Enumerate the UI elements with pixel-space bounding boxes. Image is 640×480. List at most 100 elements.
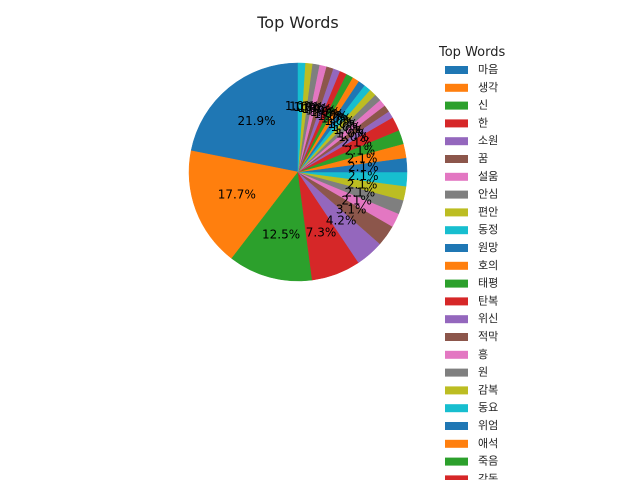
slice-percent-label: 1.0% (310, 105, 341, 119)
slice-percent-label: 1.0% (302, 102, 333, 116)
legend-label: 탄복 (478, 294, 498, 307)
slice-percent-label: 1.0% (289, 99, 320, 113)
legend-swatch (445, 333, 468, 341)
slice-percent-label: 2.1% (347, 177, 378, 191)
legend-item: 편안 (445, 205, 498, 218)
slice-percent-label: 3.1% (336, 203, 367, 217)
legend-label: 편안 (478, 205, 498, 218)
slice-percent-label: 2.1% (345, 143, 376, 157)
legend-swatch (445, 155, 468, 163)
legend-label: 소원 (478, 134, 498, 147)
legend-label: 동정 (478, 223, 498, 236)
legend-item: 동정 (445, 223, 498, 236)
legend-item: 위엄 (445, 419, 498, 432)
legend-swatch (445, 350, 468, 359)
legend-item: 설움 (445, 170, 498, 183)
legend-item: 소원 (445, 134, 498, 147)
legend-item: 안심 (445, 188, 498, 201)
legend-swatch (445, 297, 468, 306)
legend-label: 태평 (478, 277, 498, 290)
legend-item: 원망 (445, 241, 498, 254)
legend-swatch (445, 439, 468, 448)
legend-item: 동요 (445, 401, 498, 414)
legend-item: 마음 (445, 63, 498, 76)
slice-percent-label: 2.1% (341, 136, 372, 150)
legend-item: 생각 (445, 81, 498, 94)
legend-swatch (445, 208, 468, 217)
legend-swatch (445, 83, 468, 92)
legend-swatch (445, 137, 468, 146)
legend-label: 원망 (478, 241, 498, 254)
legend-items: 마음생각신한소원꿈설움안심편안동정원망호의태평탄복위신적막흥원감복동요위엄애석죽… (445, 63, 498, 480)
slice-percent-label: 1.0% (324, 114, 355, 128)
pie-slice (188, 150, 299, 259)
slice-percent-label: 2.1% (341, 193, 372, 207)
pie-slice (190, 62, 299, 173)
slice-percent-label: 2.1% (345, 186, 376, 200)
legend-label: 설움 (478, 170, 498, 183)
legend-label: 애석 (478, 437, 498, 450)
slice-percent-label: 1.0% (338, 130, 369, 144)
legend-swatch (445, 457, 468, 466)
legend-swatch (445, 172, 468, 181)
legend-item: 꿈 (445, 152, 488, 165)
legend-item: 죽음 (445, 455, 498, 468)
slice-percent-label: 1.0% (317, 109, 348, 123)
legend-swatch (445, 368, 468, 377)
slice-percent-label: 1.0% (306, 103, 337, 117)
legend-swatch (445, 190, 468, 199)
legend-label: 호의 (478, 259, 498, 272)
legend-label: 꿈 (478, 152, 488, 165)
legend-label: 죽음 (478, 455, 498, 468)
legend-label: 한 (478, 116, 488, 129)
legend-item: 위신 (445, 312, 498, 325)
legend-label: 감동 (478, 472, 498, 480)
legend-label: 안심 (478, 188, 498, 201)
slice-percent-label: 1.0% (327, 117, 358, 131)
legend-swatch (445, 279, 468, 288)
legend-item: 애석 (445, 437, 498, 450)
slice-percent-label: 2.1% (347, 152, 378, 166)
slice-percent-label: 1.0% (321, 111, 352, 125)
legend-label: 마음 (478, 63, 498, 76)
legend-item: 흥 (445, 347, 488, 361)
pie-slice (297, 62, 306, 173)
slice-percent-label: 2.1% (348, 169, 379, 183)
slice-percent-label: 1.0% (333, 123, 364, 137)
legend-swatch (445, 404, 468, 413)
slice-percent-label: 1.0% (298, 101, 329, 115)
slice-percent-label: 2.1% (348, 160, 379, 174)
slice-percent-label: 21.9% (237, 114, 275, 128)
slice-percent-label: 1.0% (336, 126, 367, 140)
legend-swatch (445, 66, 468, 74)
legend-label: 적막 (478, 330, 498, 343)
legend-title: Top Words (438, 45, 505, 60)
legend-item: 감복 (445, 383, 498, 396)
slice-percent-label: 17.7% (218, 188, 256, 202)
legend-label: 감복 (478, 383, 498, 396)
legend-label: 흥 (478, 347, 488, 361)
legend-label: 위신 (478, 312, 498, 325)
legend-swatch (445, 244, 468, 252)
legend-label: 신 (478, 99, 488, 112)
pie-slices (188, 62, 408, 282)
legend-swatch (445, 315, 468, 324)
legend-swatch (445, 422, 468, 430)
legend-label: 원 (478, 366, 488, 379)
legend-swatch (445, 226, 468, 235)
legend-item: 태평 (445, 277, 498, 290)
percent-labels: 21.9%17.7%12.5% 7.3%4.2%3.1%2.1%2.1%2.1%2… (218, 99, 379, 242)
legend-swatch (445, 261, 468, 270)
legend-item: 신 (445, 99, 488, 112)
legend: Top Words 마음생각신한소원꿈설움안심편안동정원망호의태평탄복위신적막흥… (438, 45, 505, 480)
legend-swatch (445, 475, 468, 480)
legend-swatch (445, 101, 468, 110)
legend-swatch (445, 386, 468, 395)
chart-title: Top Words (256, 13, 339, 32)
legend-label: 위엄 (478, 419, 498, 432)
slice-percent-label: 1.0% (293, 100, 324, 114)
legend-item: 탄복 (445, 294, 498, 307)
slice-percent-label: 7.3% (306, 226, 337, 240)
legend-label: 동요 (478, 401, 498, 414)
